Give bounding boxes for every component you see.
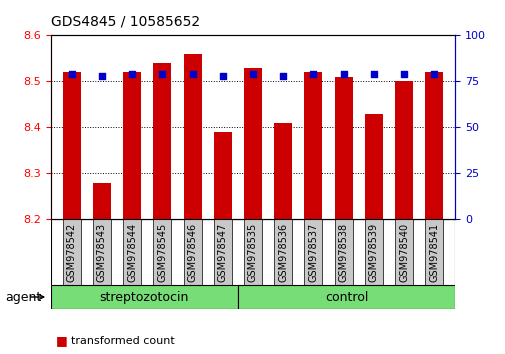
Point xyxy=(429,71,437,77)
Bar xyxy=(213,219,231,285)
Bar xyxy=(304,72,322,219)
Bar xyxy=(424,72,442,219)
Text: GSM978537: GSM978537 xyxy=(308,223,318,282)
Bar xyxy=(334,77,352,219)
Point xyxy=(248,71,257,77)
Text: GDS4845 / 10585652: GDS4845 / 10585652 xyxy=(50,14,199,28)
Bar xyxy=(243,68,262,219)
Bar xyxy=(63,72,81,219)
Point xyxy=(68,71,76,77)
Point xyxy=(97,73,106,79)
Text: GSM978539: GSM978539 xyxy=(368,223,378,282)
Text: GSM978538: GSM978538 xyxy=(338,223,348,282)
Bar xyxy=(243,219,262,285)
Text: streptozotocin: streptozotocin xyxy=(99,291,188,303)
Bar xyxy=(93,183,111,219)
Text: GSM978543: GSM978543 xyxy=(97,223,107,282)
Text: ■: ■ xyxy=(56,335,67,347)
Bar xyxy=(237,285,454,309)
Text: GSM978546: GSM978546 xyxy=(187,223,197,282)
Bar xyxy=(123,72,141,219)
Bar xyxy=(183,54,201,219)
Text: GSM978545: GSM978545 xyxy=(157,223,167,282)
Bar xyxy=(153,219,171,285)
Point xyxy=(279,73,287,79)
Point xyxy=(188,71,196,77)
Bar xyxy=(424,219,442,285)
Bar xyxy=(93,219,111,285)
Bar xyxy=(394,81,412,219)
Bar xyxy=(274,123,292,219)
Bar xyxy=(213,132,231,219)
Text: ■: ■ xyxy=(56,352,67,354)
Bar xyxy=(274,219,292,285)
Point xyxy=(218,73,226,79)
Point xyxy=(309,71,317,77)
Bar xyxy=(183,219,201,285)
Text: GSM978547: GSM978547 xyxy=(217,223,227,282)
Text: transformed count: transformed count xyxy=(71,336,174,346)
Bar xyxy=(364,114,382,219)
Point xyxy=(399,71,408,77)
Text: GSM978540: GSM978540 xyxy=(398,223,408,282)
Text: GSM978542: GSM978542 xyxy=(67,223,77,282)
Text: control: control xyxy=(324,291,368,303)
Bar xyxy=(334,219,352,285)
Bar xyxy=(394,219,412,285)
Bar xyxy=(153,63,171,219)
Text: GSM978544: GSM978544 xyxy=(127,223,137,282)
Bar xyxy=(63,219,81,285)
Bar xyxy=(123,219,141,285)
Point xyxy=(158,71,166,77)
Point xyxy=(339,71,347,77)
Text: GSM978541: GSM978541 xyxy=(428,223,438,282)
Text: GSM978536: GSM978536 xyxy=(278,223,288,282)
Point xyxy=(369,71,377,77)
Text: GSM978535: GSM978535 xyxy=(247,223,258,282)
Bar xyxy=(364,219,382,285)
Bar xyxy=(50,285,237,309)
Bar xyxy=(304,219,322,285)
Point xyxy=(128,71,136,77)
Text: agent: agent xyxy=(5,291,41,303)
